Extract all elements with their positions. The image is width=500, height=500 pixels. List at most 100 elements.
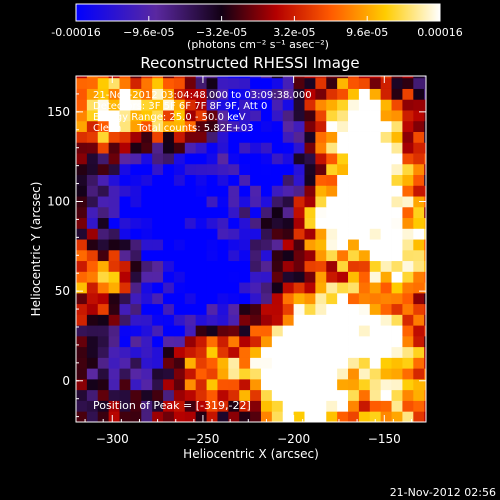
heatmap-cell xyxy=(86,206,99,219)
heatmap-cell xyxy=(348,120,360,132)
heatmap-cell xyxy=(86,368,99,380)
heatmap-cell xyxy=(326,378,338,391)
heatmap-cell xyxy=(424,271,427,283)
heatmap-cell xyxy=(173,368,186,380)
heatmap-cell xyxy=(271,346,284,358)
info-annotation: 21-Nov-2012 03:04:48.000 to 03:09:38.000… xyxy=(93,90,312,134)
heatmap-cell xyxy=(304,163,316,175)
heatmap-cell xyxy=(108,196,120,208)
heatmap-cell xyxy=(271,228,284,240)
heatmap-cell xyxy=(184,77,197,89)
heatmap-cell xyxy=(228,292,240,305)
heatmap-cell xyxy=(348,110,360,122)
heatmap-cell xyxy=(326,411,338,423)
heatmap-cell xyxy=(173,217,186,229)
heatmap-cell xyxy=(337,335,349,348)
heatmap-cell xyxy=(195,228,207,240)
heatmap-cell xyxy=(348,411,360,423)
heatmap-cell xyxy=(76,120,88,132)
heatmap-cell xyxy=(304,389,316,401)
heatmap-cell xyxy=(337,271,349,283)
heatmap-cell xyxy=(119,88,131,100)
heatmap-cell xyxy=(326,400,338,412)
heatmap-cell xyxy=(413,346,425,358)
heatmap-cell xyxy=(173,77,186,89)
heatmap-cell xyxy=(260,76,273,79)
heatmap-cell xyxy=(206,378,218,391)
heatmap-cell xyxy=(173,292,186,305)
heatmap-cell xyxy=(97,77,110,89)
heatmap-cell xyxy=(380,239,392,251)
heatmap-cell xyxy=(86,378,99,391)
heatmap-cell xyxy=(413,400,425,412)
heatmap-cell xyxy=(271,185,284,197)
heatmap-cell xyxy=(195,249,207,262)
heatmap-cell xyxy=(173,120,186,132)
heatmap-cell xyxy=(173,389,186,401)
heatmap-cell xyxy=(195,142,207,154)
heatmap-cell xyxy=(119,153,131,165)
heatmap-cell xyxy=(250,77,262,89)
heatmap-cell xyxy=(358,174,371,186)
heatmap-cell xyxy=(250,378,262,391)
heatmap-cell xyxy=(119,325,131,337)
heatmap-cell xyxy=(152,314,164,326)
heatmap-cell xyxy=(239,228,251,240)
heatmap-cell xyxy=(184,346,197,358)
heatmap-cell xyxy=(76,228,88,240)
heatmap-cell xyxy=(380,174,392,186)
heatmap-cell xyxy=(260,282,273,294)
colorbar-tick-label: 3.2e-05 xyxy=(273,26,315,39)
heatmap-cell xyxy=(315,174,327,186)
heatmap-cell xyxy=(304,99,316,111)
heatmap-cell xyxy=(402,314,414,326)
plot-frame xyxy=(75,75,427,423)
heatmap-cell xyxy=(260,217,273,229)
heatmap-cell xyxy=(315,99,327,111)
heatmap-cell xyxy=(97,142,110,154)
heatmap-cell xyxy=(97,368,110,380)
heatmap-cell xyxy=(184,228,197,240)
heatmap-cell xyxy=(130,260,142,272)
heatmap-cell xyxy=(108,249,120,262)
heatmap-cell xyxy=(195,368,207,380)
heatmap-cell xyxy=(195,77,207,89)
heatmap-cell xyxy=(293,88,305,100)
heatmap-cell xyxy=(260,411,273,423)
heatmap-cell xyxy=(391,217,403,229)
heatmap-cell xyxy=(173,174,186,186)
heatmap-cell xyxy=(250,76,262,79)
heatmap-cell xyxy=(163,314,175,326)
heatmap-cell xyxy=(369,411,382,423)
heatmap-cell xyxy=(141,303,153,315)
heatmap-cell xyxy=(402,400,414,412)
heatmap-cell xyxy=(184,249,197,262)
heatmap-cell xyxy=(228,88,240,100)
heatmap-cell xyxy=(380,411,392,423)
heatmap-cell xyxy=(239,120,251,132)
heatmap-cell xyxy=(402,76,414,79)
heatmap-cell xyxy=(304,335,316,348)
colorbar-tick-label: 0.00016 xyxy=(417,26,463,39)
heatmap-cell xyxy=(326,77,338,89)
heatmap-cell xyxy=(271,206,284,219)
heatmap-cell xyxy=(250,142,262,154)
heatmap-cell xyxy=(326,217,338,229)
heatmap-cell xyxy=(119,77,131,89)
heatmap-cell xyxy=(358,217,371,229)
heatmap-cell xyxy=(391,314,403,326)
heatmap-cell xyxy=(304,249,316,262)
heatmap-cell xyxy=(86,110,99,122)
heatmap-cell xyxy=(282,185,295,197)
heatmap-cell xyxy=(293,76,305,79)
heatmap-cell xyxy=(130,77,142,89)
heatmap-cell xyxy=(97,120,110,132)
heatmap-cell xyxy=(250,99,262,111)
heatmap-cell xyxy=(293,77,305,89)
heatmap-cell xyxy=(119,239,131,251)
heatmap-cell xyxy=(369,110,382,122)
heatmap-cell xyxy=(206,99,218,111)
heatmap-cell xyxy=(282,282,295,294)
heatmap-cell xyxy=(304,325,316,337)
heatmap-cell xyxy=(152,131,164,143)
